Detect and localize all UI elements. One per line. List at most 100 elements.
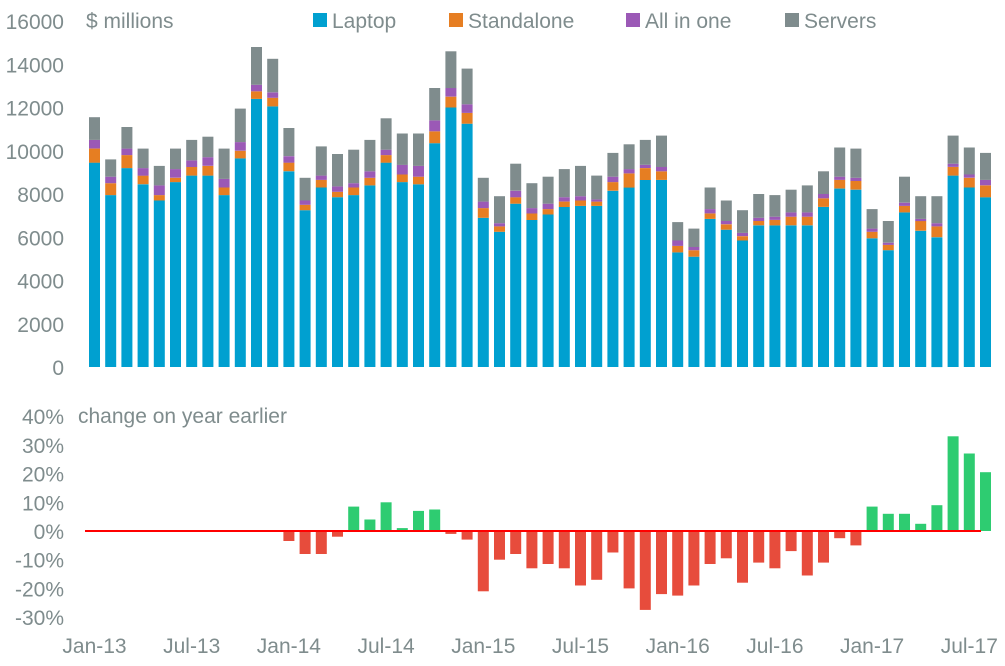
bar-servers-jan-13 [89,117,100,140]
bar-standalone-apr-16 [720,224,732,230]
legend: Laptop Standalone All in one Servers [313,10,876,33]
bar-laptop-jan-13 [89,162,100,367]
y-tick-label: 8000 [17,184,64,207]
bar-servers-mar-15 [510,163,522,191]
bar-standalone-sep-16 [801,216,813,226]
bar-all-in-one-mar-13 [121,148,133,156]
bar-servers-jun-14 [364,139,376,172]
yoy-bar-dec-15 [656,531,667,595]
bar-all-in-one-sep-14 [413,165,424,177]
bar-standalone-mar-13 [121,155,133,169]
yoy-bar-nov-14 [445,531,457,534]
bar-standalone-feb-15 [494,226,505,232]
bar-stack-may-14 [348,149,360,367]
bar-stack-apr-16 [720,200,732,367]
bar-stack-sep-14 [413,133,424,367]
bar-standalone-mar-14 [315,179,327,188]
bar-standalone-jul-17 [963,177,975,188]
bar-standalone-nov-15 [639,168,651,180]
x-tick-label: Jul-14 [357,635,415,658]
bar-laptop-jun-14 [364,185,376,367]
yoy-bar-jun-15 [558,531,570,569]
bar-servers-dec-13 [267,58,279,93]
top-bars [89,47,991,368]
bar-laptop-sep-15 [607,190,619,367]
bar-laptop-jul-15 [575,205,586,367]
bar-standalone-apr-14 [332,191,343,198]
bar-laptop-oct-15 [623,187,635,367]
bar-servers-feb-15 [494,196,505,224]
yoy-bar-jul-15 [575,531,586,586]
bar-all-in-one-mar-14 [315,175,327,180]
bar-stack-aug-13 [202,136,214,367]
bar-servers-mar-13 [121,127,133,149]
bar-standalone-dec-15 [656,171,667,180]
bar-standalone-oct-15 [623,173,635,188]
bar-all-in-one-feb-13 [105,176,117,184]
bar-laptop-sep-16 [801,225,813,367]
yoy-bar-apr-16 [720,531,732,559]
yoy-bar-nov-16 [834,531,846,539]
bar-all-in-one-jun-17 [947,163,959,167]
bar-all-in-one-aug-15 [591,199,603,202]
bar-stack-oct-16 [818,171,829,367]
bar-standalone-may-16 [737,236,748,241]
bar-servers-oct-13 [234,108,246,143]
bar-stack-may-16 [737,210,748,367]
y-tick-label: 0% [34,521,64,544]
yoy-bar-aug-14 [396,528,408,531]
yoy-bar-jan-14 [283,531,295,541]
yoy-bar-feb-14 [299,531,311,554]
bar-standalone-mar-16 [704,213,716,219]
bar-standalone-jul-16 [769,220,781,226]
bar-stack-mar-13 [121,127,133,367]
bar-standalone-jul-15 [575,200,586,206]
legend-label-laptop: Laptop [332,10,396,33]
yoy-bar-oct-16 [818,531,829,563]
bar-laptop-aug-17 [980,197,991,367]
bar-stack-jul-14 [380,118,392,367]
bar-servers-jul-14 [380,118,392,150]
bar-stack-oct-15 [623,144,635,367]
bar-all-in-one-jul-15 [575,196,586,201]
bar-all-in-one-nov-16 [834,176,846,180]
bar-stack-oct-14 [429,88,441,367]
bottom-bars [283,436,991,610]
bar-stack-jul-16 [769,195,781,367]
bar-standalone-mar-17 [899,205,910,213]
bar-laptop-aug-14 [396,182,408,367]
bar-stack-mar-17 [899,176,910,367]
legend-label-standalone: Standalone [468,10,574,33]
bar-stack-jan-15 [477,177,489,367]
bar-servers-jun-13 [170,148,181,170]
y-tick-label: 40% [22,406,64,429]
bar-standalone-aug-13 [202,165,214,176]
bar-standalone-jun-17 [947,167,959,176]
bar-standalone-mar-15 [510,197,522,204]
yoy-bar-mar-17 [899,513,910,531]
bar-all-in-one-may-14 [348,183,360,188]
bar-servers-apr-14 [332,154,343,187]
bar-laptop-jan-16 [672,252,684,367]
bar-standalone-jan-14 [283,162,295,172]
bar-laptop-mar-15 [510,203,522,367]
yoy-bar-jan-16 [672,531,684,596]
bar-servers-aug-15 [591,175,603,200]
bar-all-in-one-may-16 [737,232,748,237]
bar-servers-apr-16 [720,200,732,221]
bar-all-in-one-apr-15 [526,208,538,214]
bar-stack-apr-15 [526,183,538,367]
bar-standalone-jun-14 [364,177,376,186]
bar-laptop-jun-16 [753,225,765,367]
bar-stack-aug-17 [980,152,991,367]
bar-servers-aug-16 [785,189,797,213]
bar-all-in-one-feb-15 [494,223,505,227]
bar-standalone-jan-15 [477,208,489,218]
bar-all-in-one-oct-15 [623,169,635,174]
bar-laptop-jun-15 [558,207,570,367]
y-tick-label: -30% [15,607,64,630]
bar-stack-oct-13 [234,108,246,367]
bar-all-in-one-nov-13 [251,84,262,92]
bar-all-in-one-feb-14 [299,200,311,205]
